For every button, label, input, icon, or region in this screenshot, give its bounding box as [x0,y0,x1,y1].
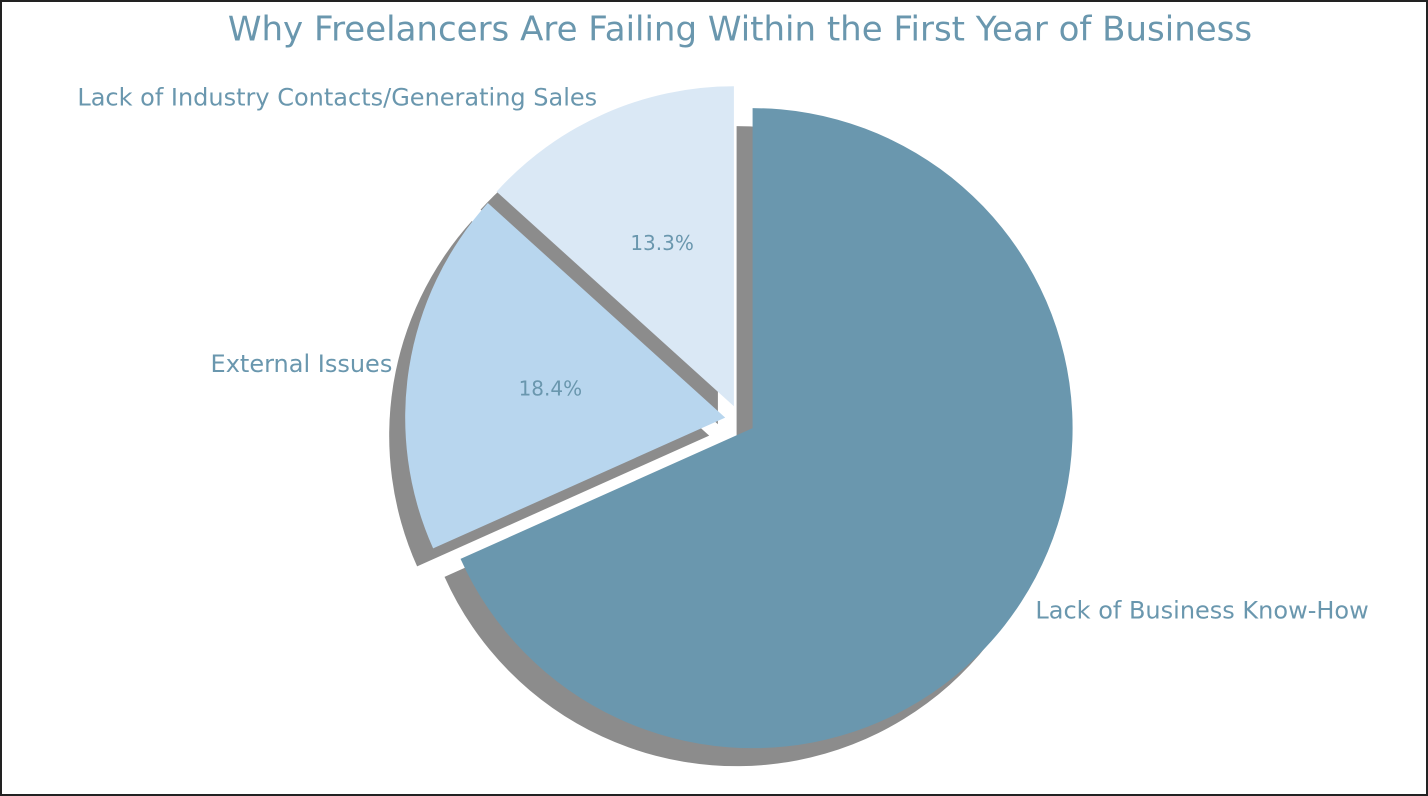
slice [460,108,1073,749]
value-label: 13.3% [630,231,694,255]
slice [496,86,734,407]
value-label: 18.4% [519,376,583,400]
slice-label: Lack of Business Know-How [1035,596,1368,624]
slice-label: Lack of Industry Contacts/Generating Sal… [77,83,597,111]
slice [405,203,726,549]
slice-label: External Issues [211,350,393,378]
chart-title: Why Freelancers Are Failing Within the F… [228,10,1252,50]
